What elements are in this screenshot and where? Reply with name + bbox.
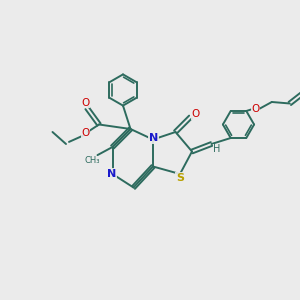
- Text: H: H: [213, 144, 220, 154]
- Text: O: O: [81, 128, 90, 139]
- Text: N: N: [149, 133, 158, 143]
- Text: O: O: [192, 109, 200, 119]
- Text: O: O: [251, 104, 260, 115]
- Text: CH₃: CH₃: [84, 156, 100, 165]
- Text: O: O: [81, 98, 90, 108]
- Text: S: S: [176, 172, 184, 183]
- Text: N: N: [107, 169, 116, 179]
